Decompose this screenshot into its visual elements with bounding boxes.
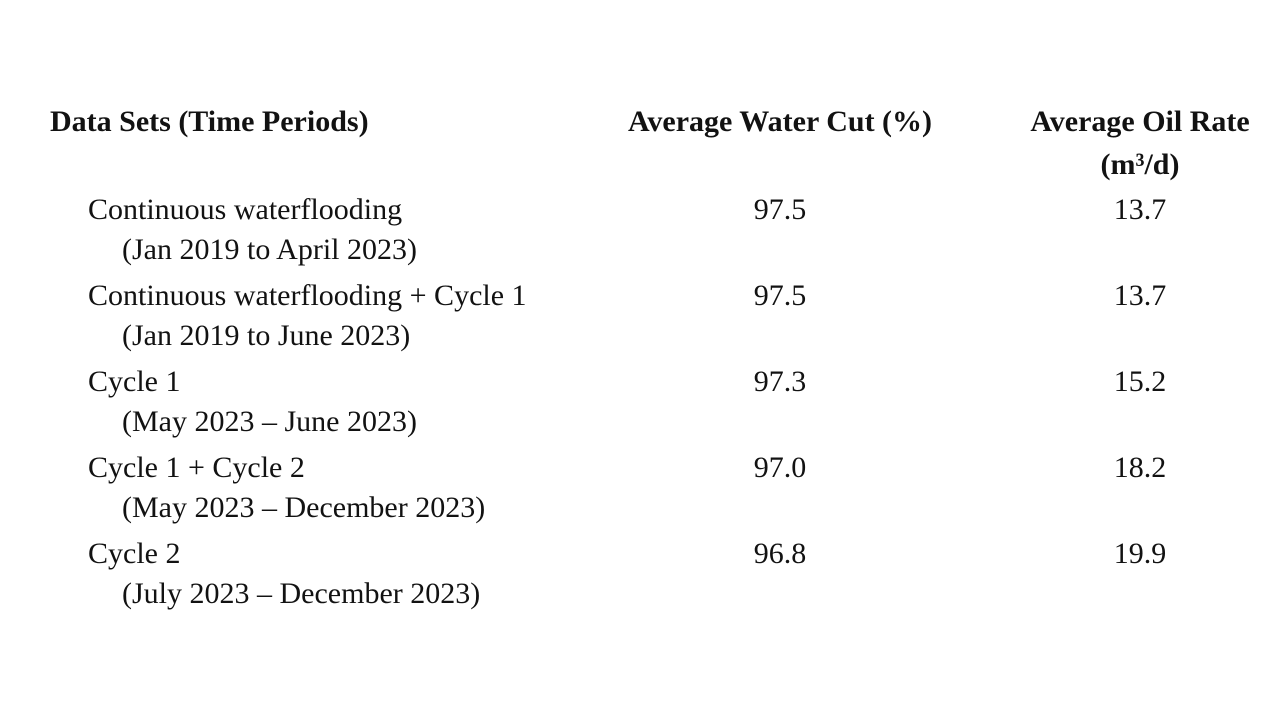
oil-rate-value: 15.2 <box>1113 365 1167 398</box>
water-cut-value: 97.0 <box>753 451 807 484</box>
dataset-period: (May 2023 – December 2023) <box>122 491 486 524</box>
water-cut-value: 97.3 <box>753 365 807 398</box>
water-cut-value: 97.5 <box>753 279 807 312</box>
oil-rate-value: 13.7 <box>1113 193 1167 226</box>
dataset-name: Continuous waterflooding + Cycle 1 <box>88 279 527 312</box>
table-row: Cycle 1 + Cycle 2 97.0 18.2 (May 2023 – … <box>50 448 1260 528</box>
header-data-sets: Data Sets (Time Periods) <box>50 105 369 138</box>
header-water-cut: Average Water Cut (%) <box>627 105 933 138</box>
dataset-period: (May 2023 – June 2023) <box>122 405 417 438</box>
dataset-name: Cycle 2 <box>88 537 181 570</box>
oil-rate-value: 18.2 <box>1113 451 1167 484</box>
header-oil-rate-unit: (m³/d) <box>1100 148 1180 181</box>
data-table: Data Sets (Time Periods) Average Water C… <box>50 100 1260 620</box>
table-row: Continuous waterflooding 97.5 13.7 (Jan … <box>50 190 1260 270</box>
dataset-name: Cycle 1 + Cycle 2 <box>88 451 305 484</box>
header-oil-rate-line1: Average Oil Rate <box>1030 105 1250 138</box>
water-cut-value: 96.8 <box>753 537 807 570</box>
table-row: Cycle 2 96.8 19.9 (July 2023 – December … <box>50 534 1260 614</box>
table-row: Continuous waterflooding + Cycle 1 97.5 … <box>50 276 1260 356</box>
oil-rate-value: 13.7 <box>1113 279 1167 312</box>
dataset-period: (July 2023 – December 2023) <box>122 577 481 610</box>
dataset-period: (Jan 2019 to April 2023) <box>122 233 417 266</box>
oil-rate-value: 19.9 <box>1113 537 1167 570</box>
table-header-row: Data Sets (Time Periods) Average Water C… <box>50 100 1260 186</box>
dataset-name: Continuous waterflooding <box>88 193 403 226</box>
dataset-period: (Jan 2019 to June 2023) <box>122 319 411 352</box>
header-oil-rate: Average Oil Rate (m³/d) <box>1010 100 1270 186</box>
dataset-name: Cycle 1 <box>88 365 181 398</box>
water-cut-value: 97.5 <box>753 193 807 226</box>
table-row: Cycle 1 97.3 15.2 (May 2023 – June 2023) <box>50 362 1260 442</box>
